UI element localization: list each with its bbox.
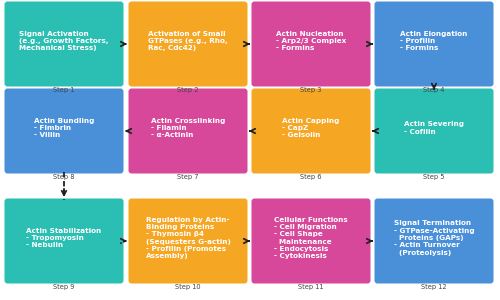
Text: Step 11: Step 11: [298, 284, 324, 290]
Text: Step 8: Step 8: [53, 174, 75, 180]
Text: Step 4: Step 4: [423, 87, 445, 93]
Text: Actin Nucleation
- Arp2/3 Complex
- Formins: Actin Nucleation - Arp2/3 Complex - Form…: [276, 31, 346, 51]
FancyBboxPatch shape: [4, 199, 124, 284]
FancyBboxPatch shape: [374, 88, 494, 173]
Text: Step 10: Step 10: [175, 284, 201, 290]
FancyBboxPatch shape: [374, 2, 494, 86]
Text: Step 6: Step 6: [300, 174, 322, 180]
Text: Step 5: Step 5: [423, 174, 445, 180]
FancyBboxPatch shape: [128, 2, 248, 86]
FancyBboxPatch shape: [4, 88, 124, 173]
Text: Step 7: Step 7: [177, 174, 199, 180]
Text: Actin Crosslinking
- Filamin
- α-Actinin: Actin Crosslinking - Filamin - α-Actinin: [151, 118, 225, 138]
Text: Actin Stabilization
- Tropomyosin
- Nebulin: Actin Stabilization - Tropomyosin - Nebu…: [26, 228, 102, 248]
Text: Step 2: Step 2: [177, 87, 199, 93]
Text: Signal Termination
- GTPase-Activating
  Proteins (GAPs)
- Actin Turnover
  (Pro: Signal Termination - GTPase-Activating P…: [394, 220, 474, 256]
Text: Regulation by Actin-
Binding Proteins
- Thymosin β4
(Sequesters G-actin)
- Profi: Regulation by Actin- Binding Proteins - …: [146, 217, 230, 259]
Text: Actin Severing
- Cofilin: Actin Severing - Cofilin: [404, 122, 464, 135]
Text: Actin Elongation
- Profilin
- Formins: Actin Elongation - Profilin - Formins: [400, 31, 468, 51]
FancyBboxPatch shape: [4, 2, 124, 86]
Text: Step 9: Step 9: [54, 284, 74, 290]
Text: Cellular Functions
- Cell Migration
- Cell Shape
  Maintenance
- Endocytosis
- C: Cellular Functions - Cell Migration - Ce…: [274, 217, 348, 259]
Text: Signal Activation
(e.g., Growth Factors,
Mechanical Stress): Signal Activation (e.g., Growth Factors,…: [19, 31, 109, 51]
Text: Step 1: Step 1: [54, 87, 74, 93]
FancyBboxPatch shape: [374, 199, 494, 284]
FancyBboxPatch shape: [252, 199, 370, 284]
FancyBboxPatch shape: [252, 88, 370, 173]
FancyBboxPatch shape: [128, 88, 248, 173]
Text: Step 12: Step 12: [421, 284, 447, 290]
FancyBboxPatch shape: [252, 2, 370, 86]
Text: Activation of Small
GTPases (e.g., Rho,
Rac, Cdc42): Activation of Small GTPases (e.g., Rho, …: [148, 31, 228, 51]
FancyBboxPatch shape: [128, 199, 248, 284]
Text: Step 3: Step 3: [300, 87, 322, 93]
Text: Actin Bundling
- Fimbrin
- Villin: Actin Bundling - Fimbrin - Villin: [34, 118, 94, 138]
Text: Actin Capping
- CapZ
- Gelsolin: Actin Capping - CapZ - Gelsolin: [282, 118, 340, 138]
